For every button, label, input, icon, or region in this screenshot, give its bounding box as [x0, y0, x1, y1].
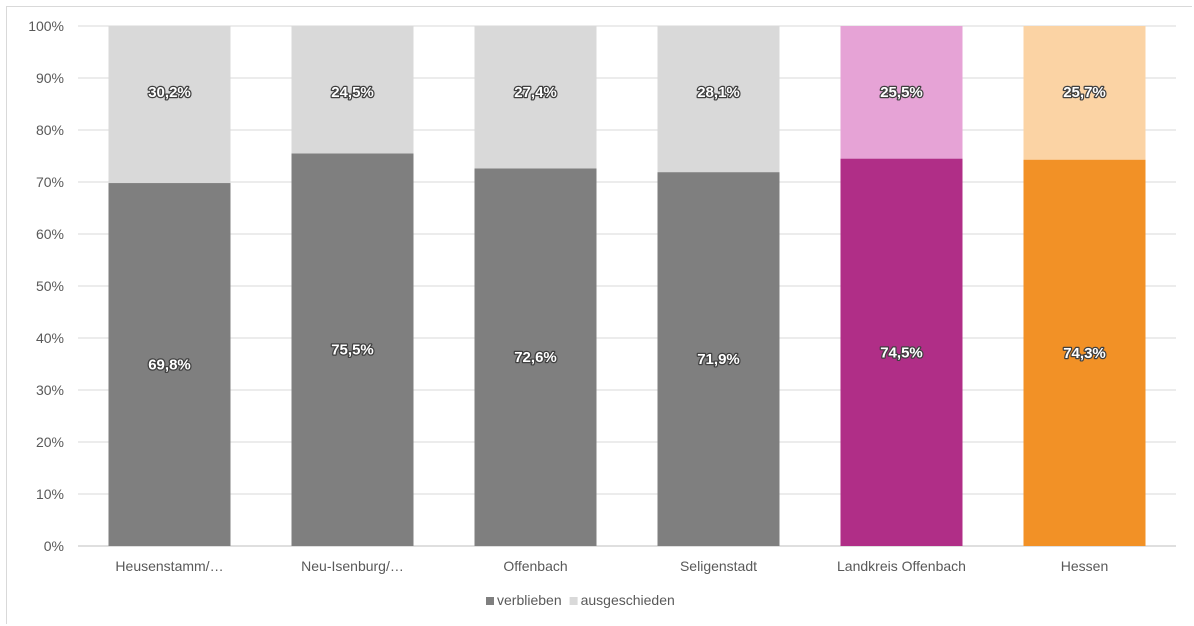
bar-segment-verblieben	[474, 168, 597, 547]
data-label: 24,5%	[331, 84, 374, 101]
y-tick-label: 50%	[36, 278, 64, 294]
bar-segment-ausgeschieden	[657, 26, 780, 173]
data-label: 28,1%	[697, 84, 740, 101]
category-label: Heusenstamm/…	[115, 558, 223, 574]
data-label: 74,5%	[880, 344, 923, 361]
data-label: 25,5%	[880, 84, 923, 101]
category-label: Hessen	[1061, 558, 1108, 574]
data-label: 71,9%	[697, 351, 740, 368]
chart-frame	[6, 6, 1192, 624]
bar-segment-verblieben	[108, 183, 231, 547]
y-tick-label: 30%	[36, 382, 64, 398]
data-labels: 69,8% 30,2% 75,5% 24,5% 72,6% 27,4% 71,9% 28,1%…	[147, 83, 1107, 375]
category-label: Neu-Isenburg/…	[301, 558, 404, 574]
category-label: Offenbach	[503, 558, 567, 574]
data-label: 25,7%	[1063, 84, 1106, 101]
y-tick-label: 10%	[36, 486, 64, 502]
y-tick-label: 0%	[44, 538, 64, 554]
y-tick-label: 60%	[36, 226, 64, 242]
legend-label: verblieben	[497, 592, 562, 608]
y-tick-label: 100%	[28, 18, 64, 34]
gridlines	[78, 25, 1176, 547]
legend-swatch	[569, 597, 578, 605]
bars	[108, 26, 1146, 547]
bar-segment-ausgeschieden	[840, 26, 963, 159]
y-tick-label: 80%	[36, 122, 64, 138]
bar-segment-ausgeschieden	[291, 26, 414, 154]
bar-segment-ausgeschieden	[108, 26, 231, 184]
data-label: 30,2%	[148, 84, 191, 101]
bar-segment-ausgeschieden	[474, 26, 597, 169]
legend-label: ausgeschieden	[581, 592, 675, 608]
category-label: Seligenstadt	[680, 558, 757, 574]
category-label: Landkreis Offenbach	[837, 558, 966, 574]
bar-segment-verblieben	[1023, 159, 1146, 546]
y-tick-label: 20%	[36, 434, 64, 450]
bar-segment-verblieben	[657, 172, 780, 546]
y-tick-label: 40%	[36, 330, 64, 346]
data-label: 27,4%	[514, 84, 557, 101]
bar-segment-verblieben	[291, 153, 414, 546]
legend-swatch	[486, 597, 494, 605]
y-tick-label: 70%	[36, 174, 64, 190]
legend: verblieben ausgeschieden	[486, 592, 675, 608]
y-axis-ticks: 0% 10% 20% 30% 40% 50% 60% 70% 80% 90% 100%	[28, 18, 64, 554]
data-label: 74,3%	[1063, 345, 1106, 362]
bar-segment-ausgeschieden	[1023, 26, 1146, 160]
data-label: 72,6%	[514, 349, 557, 366]
data-label: 69,8%	[148, 357, 191, 374]
x-axis-categories: Heusenstamm/… Neu-Isenburg/… Offenbach Seli…	[115, 558, 1108, 574]
y-tick-label: 90%	[36, 70, 64, 86]
bar-segment-verblieben	[840, 158, 963, 546]
data-label: 75,5%	[331, 342, 374, 359]
